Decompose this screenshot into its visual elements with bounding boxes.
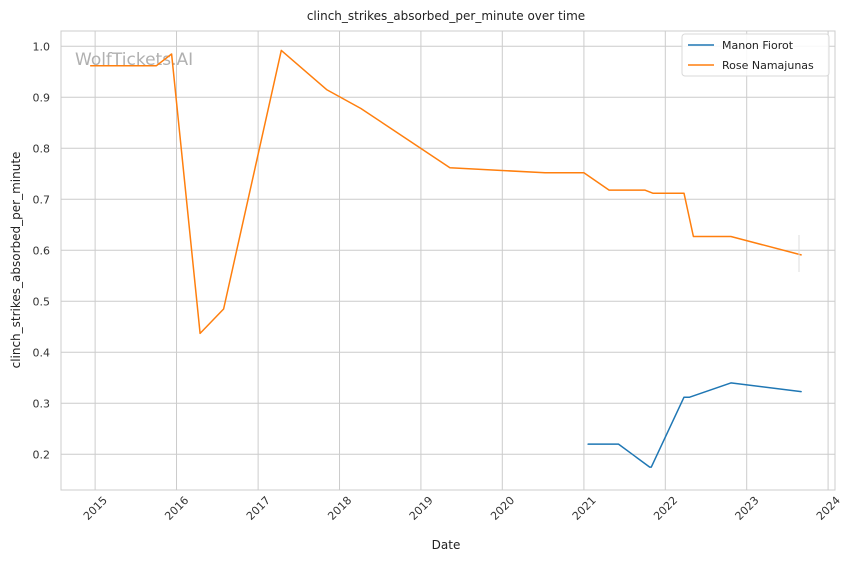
plot-area-frame [60, 30, 836, 491]
y-tick-label: 0.4 [33, 346, 51, 359]
y-tick-label: 1.0 [33, 40, 51, 53]
x-axis-ticks: 2015 2016 2017 2018 2019 2020 2021 2022 2023 2024 [81, 494, 843, 523]
y-tick-label: 0.8 [33, 142, 51, 155]
y-tick-label: 0.2 [33, 448, 51, 461]
x-axis-label: Date [432, 538, 461, 552]
series-lines [89, 49, 802, 468]
legend-entry-label: Manon Fiorot [722, 39, 794, 52]
y-tick-label: 0.9 [33, 91, 51, 104]
chart-title: clinch_strikes_absorbed_per_minute over … [307, 9, 585, 23]
y-tick-label: 0.6 [33, 244, 51, 257]
y-axis-ticks: 0.2 0.3 0.4 0.5 0.6 0.7 0.8 0.9 1.0 [33, 40, 51, 461]
grid [61, 31, 835, 490]
watermark-text: WolfTickets.AI [75, 50, 193, 70]
y-tick-label: 0.7 [33, 193, 51, 206]
y-tick-label: 0.5 [33, 295, 51, 308]
series-line-0 [587, 382, 802, 468]
legend: Manon Fiorot Rose Namajunas [681, 33, 830, 77]
series-line-1 [89, 49, 802, 335]
legend-entry-label: Rose Namajunas [722, 59, 814, 72]
legend-box [681, 33, 830, 77]
y-axis-label: clinch_strikes_absorbed_per_minute [9, 152, 23, 369]
y-tick-label: 0.3 [33, 397, 51, 410]
